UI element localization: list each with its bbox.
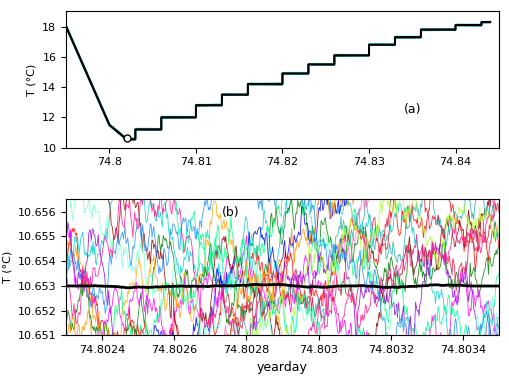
Text: (a): (a) bbox=[404, 104, 421, 117]
Y-axis label: T (°C): T (°C) bbox=[27, 63, 37, 96]
Y-axis label: T (°C): T (°C) bbox=[2, 251, 12, 283]
Text: (b): (b) bbox=[222, 205, 240, 219]
X-axis label: yearday: yearday bbox=[257, 360, 308, 373]
